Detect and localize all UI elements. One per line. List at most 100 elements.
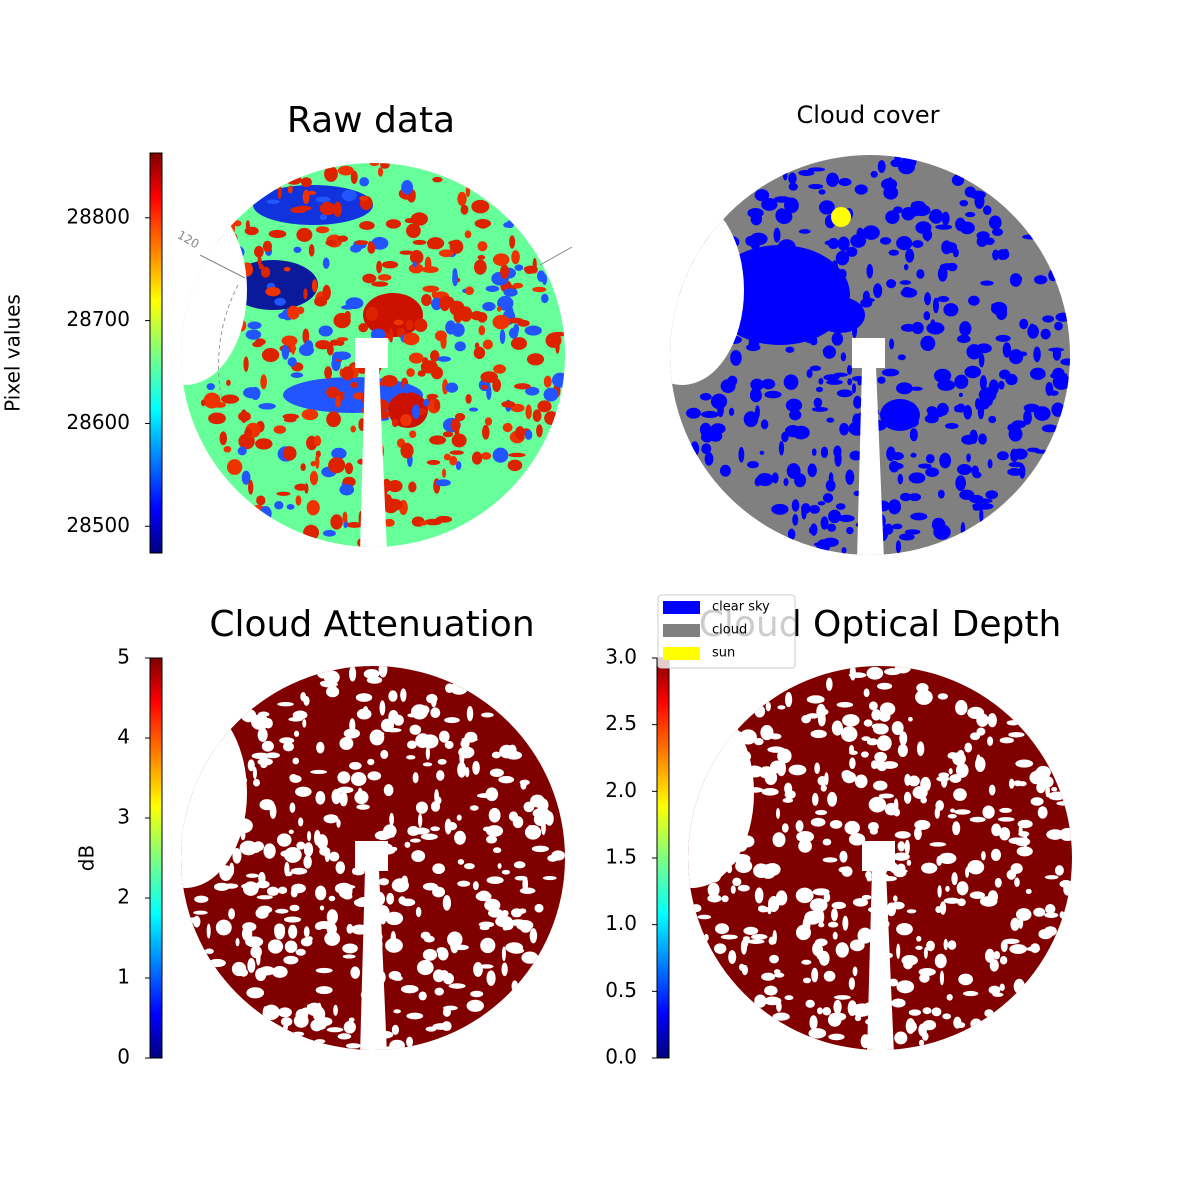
image-blob (970, 1018, 982, 1030)
image-blob (807, 167, 826, 172)
image-blob (854, 184, 868, 195)
image-blob (531, 845, 549, 853)
image-blob (333, 351, 352, 360)
image-blob (796, 830, 815, 843)
image-blob (899, 280, 912, 285)
image-blob (908, 472, 926, 484)
mask-strut (360, 367, 387, 547)
image-blob (286, 305, 300, 320)
image-blob (822, 345, 836, 359)
image-blob (808, 183, 824, 190)
image-blob (411, 404, 421, 420)
image-blob (916, 683, 929, 693)
image-blob (243, 387, 261, 399)
image-blob (524, 265, 535, 275)
image-blob (839, 850, 848, 863)
image-blob (866, 263, 874, 279)
image-blob (1015, 759, 1034, 768)
polar-grid-line (539, 246, 573, 266)
image-blob (908, 716, 913, 722)
image-blob (728, 950, 737, 965)
image-blob (341, 366, 354, 381)
image-blob (415, 801, 428, 814)
image-blob (827, 523, 837, 532)
image-blob (309, 470, 319, 486)
image-blob (342, 954, 356, 959)
image-blob (937, 885, 942, 898)
image-blob (425, 746, 431, 760)
legend-swatch (663, 624, 700, 637)
image-blob (891, 721, 904, 735)
image-blob (1060, 358, 1070, 366)
image-blob (337, 1033, 352, 1040)
image-blob (707, 882, 720, 898)
image-blob (381, 260, 399, 269)
image-blob (878, 793, 894, 799)
image-blob (544, 411, 559, 425)
image-blob (247, 759, 255, 772)
image-blob (423, 398, 429, 407)
image-blob (200, 399, 206, 407)
image-blob (808, 526, 814, 534)
image-blob (861, 736, 871, 742)
image-blob (810, 817, 826, 827)
image-blob (481, 712, 494, 718)
image-blob (941, 211, 950, 226)
image-blob (914, 826, 922, 841)
image-blob (760, 419, 769, 430)
image-blob (257, 905, 273, 914)
image-blob (760, 725, 774, 741)
image-blob (756, 473, 774, 487)
image-blob (1002, 938, 1020, 945)
image-blob (846, 364, 853, 376)
image-blob (860, 298, 873, 308)
image-blob (363, 669, 380, 679)
image-blob (918, 1039, 925, 1047)
image-blob (784, 425, 801, 438)
mask-block (852, 338, 885, 368)
image-blob (350, 966, 361, 979)
image-patch (388, 392, 428, 428)
image-blob (701, 443, 712, 455)
image-blob (486, 385, 492, 400)
image-blob (545, 332, 562, 348)
image-patch (253, 185, 373, 225)
image-blob (955, 217, 966, 232)
image-blob (910, 512, 928, 521)
image-blob (924, 292, 932, 306)
image-blob (976, 713, 989, 727)
image-blob (889, 338, 895, 350)
image-blob (926, 322, 945, 335)
image-blob (524, 325, 542, 336)
image-blob (257, 256, 262, 266)
image-blob (749, 388, 762, 403)
image-blob (219, 431, 228, 446)
image-blob (871, 723, 885, 730)
image-blob (818, 950, 830, 966)
image-blob (721, 895, 729, 903)
image-blob (486, 970, 496, 986)
image-blob (473, 346, 486, 360)
image-blob (933, 524, 951, 540)
image-blob (849, 750, 858, 755)
image-blob (288, 717, 303, 722)
mask-block (355, 841, 388, 871)
image-blob (804, 910, 822, 925)
image-blob (257, 711, 270, 717)
image-blob (1045, 904, 1056, 914)
image-blob (326, 909, 338, 925)
image-blob (976, 727, 986, 736)
image-blob (388, 690, 398, 702)
image-blob (436, 770, 445, 781)
image-blob (979, 375, 987, 391)
image-blob (526, 353, 545, 366)
image-blob (991, 228, 1004, 237)
image-blob (252, 766, 257, 780)
image-blob (846, 246, 858, 257)
colorbar (149, 657, 163, 1059)
image-blob (488, 807, 501, 823)
image-blob (251, 714, 270, 731)
image-blob (833, 995, 851, 1000)
image-blob (835, 503, 846, 510)
image-blob (281, 335, 298, 347)
